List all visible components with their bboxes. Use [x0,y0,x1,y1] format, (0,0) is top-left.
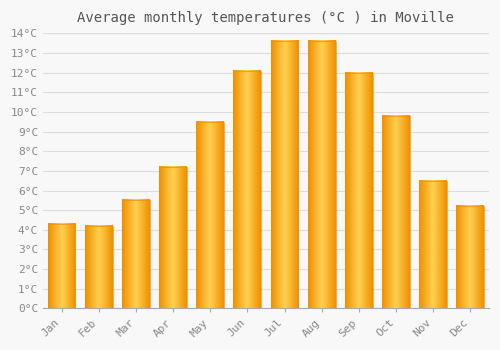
Bar [159,167,187,308]
Bar [196,122,224,308]
Bar [122,200,150,308]
Bar [308,41,336,308]
Bar [382,116,410,308]
Bar [234,71,262,308]
Bar [456,206,484,308]
Bar [419,181,447,308]
Title: Average monthly temperatures (°C ) in Moville: Average monthly temperatures (°C ) in Mo… [78,11,454,25]
Bar [270,41,298,308]
Bar [85,226,112,308]
Bar [48,224,76,308]
Bar [345,72,373,308]
